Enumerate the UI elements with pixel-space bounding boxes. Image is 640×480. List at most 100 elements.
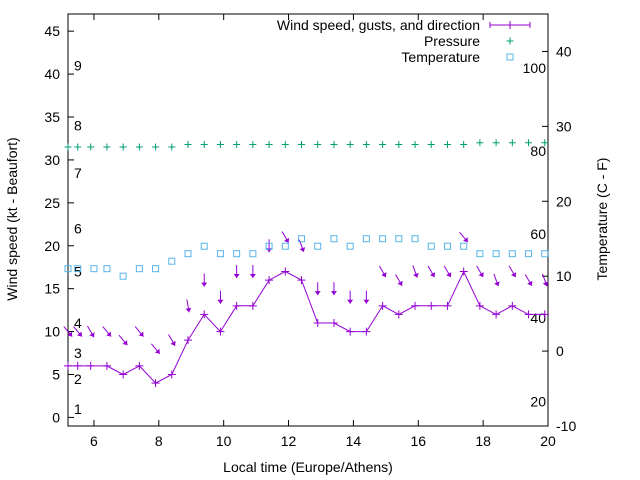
temperature-point bbox=[525, 250, 533, 258]
fahrenheit-label: 80 bbox=[530, 143, 546, 159]
wind-point bbox=[459, 267, 468, 276]
fahrenheit-labels: 20 40 60 80 100 bbox=[523, 60, 547, 409]
pressure-point bbox=[64, 143, 72, 151]
pressure-point bbox=[314, 140, 322, 148]
y2-axis-label: Temperature (C - F) bbox=[594, 158, 610, 281]
temperature-point bbox=[427, 242, 435, 250]
temperature-point bbox=[443, 242, 451, 250]
temperature-point bbox=[233, 250, 241, 258]
wind-point bbox=[281, 267, 290, 276]
gust-arrow bbox=[524, 274, 533, 286]
pressure-point bbox=[87, 143, 95, 151]
beaufort-label: 1 bbox=[74, 401, 82, 417]
legend-marker bbox=[506, 21, 514, 29]
pressure-point bbox=[249, 140, 257, 148]
temperature-point bbox=[508, 250, 516, 258]
temperature-point bbox=[314, 242, 322, 250]
gust-arrow bbox=[281, 231, 290, 244]
pressure-point bbox=[379, 140, 387, 148]
fahrenheit-label: 100 bbox=[523, 60, 547, 76]
y2-tick-label: 20 bbox=[556, 193, 572, 209]
beaufort-label: 4 bbox=[74, 315, 82, 331]
wind-point bbox=[184, 336, 192, 345]
gust-arrow bbox=[233, 265, 240, 278]
wind-point bbox=[524, 310, 533, 319]
wind-point bbox=[297, 276, 306, 285]
wind-point bbox=[362, 327, 371, 336]
temperature-point bbox=[90, 265, 98, 273]
y2-tick-label: 0 bbox=[556, 343, 564, 359]
series-layer bbox=[63, 139, 549, 388]
y-tick-label: 20 bbox=[44, 238, 60, 254]
temperature-point bbox=[298, 235, 306, 243]
wind-point bbox=[151, 379, 160, 388]
beaufort-label: 8 bbox=[74, 118, 82, 134]
pressure-point bbox=[103, 143, 111, 151]
wind-point bbox=[492, 310, 501, 319]
temperature-point bbox=[330, 235, 338, 243]
bottom-axis-ticks: 6 8 10 12 14 16 18 20 bbox=[90, 14, 556, 449]
gust-arrow bbox=[134, 326, 144, 337]
wind-point bbox=[73, 361, 82, 370]
y2-tick-label: 40 bbox=[556, 43, 572, 59]
pressure-point bbox=[541, 139, 549, 147]
x-tick-label: 6 bbox=[90, 433, 98, 449]
wind-point bbox=[540, 310, 549, 319]
y-axis-label: Wind speed (kt - Beaufort) bbox=[4, 137, 20, 300]
temperature-point bbox=[249, 250, 257, 258]
gust-arrow bbox=[378, 265, 387, 278]
beaufort-label: 2 bbox=[74, 371, 82, 387]
pressure-point bbox=[152, 143, 160, 151]
pressure-point bbox=[216, 140, 224, 148]
gust-arrow bbox=[87, 325, 95, 338]
pressure-point bbox=[492, 139, 500, 147]
temperature-point bbox=[541, 250, 549, 258]
legend-marker bbox=[506, 53, 514, 61]
wind-point bbox=[313, 319, 322, 327]
x-tick-label: 18 bbox=[475, 433, 491, 449]
temperature-point bbox=[103, 265, 111, 273]
pressure-point bbox=[460, 140, 468, 148]
pressure-point bbox=[395, 140, 403, 148]
gust-arrow bbox=[493, 273, 500, 287]
beaufort-label: 3 bbox=[74, 345, 82, 361]
temperature-point bbox=[265, 242, 273, 250]
y-tick-label: 15 bbox=[44, 281, 60, 297]
temperature-point bbox=[135, 265, 143, 273]
temperature-point bbox=[168, 257, 176, 265]
pressure-point bbox=[346, 140, 354, 148]
gust-arrow bbox=[508, 265, 517, 278]
pressure-point bbox=[281, 140, 289, 148]
pressure-point bbox=[476, 139, 484, 147]
pressure-point bbox=[508, 139, 516, 147]
wind-point bbox=[167, 370, 176, 379]
wind-point bbox=[329, 319, 338, 327]
legend-marker bbox=[506, 37, 514, 45]
left-axis-ticks: 0 5 10 15 20 25 30 35 40 45 bbox=[44, 23, 74, 425]
wind-point bbox=[411, 301, 420, 310]
temperature-point bbox=[476, 250, 484, 258]
wind-point bbox=[248, 301, 257, 310]
gust-arrow bbox=[395, 274, 403, 286]
wind-point bbox=[200, 310, 209, 319]
pressure-point bbox=[443, 140, 451, 148]
wind-point bbox=[135, 361, 144, 370]
gust-arrow bbox=[542, 273, 549, 287]
pressure-point bbox=[184, 140, 192, 148]
x-tick-label: 10 bbox=[216, 433, 232, 449]
temperature-point bbox=[346, 242, 354, 250]
fahrenheit-label: 20 bbox=[530, 393, 546, 409]
gust-arrow bbox=[443, 265, 452, 278]
wind-point bbox=[427, 301, 436, 310]
y-tick-label: 35 bbox=[44, 109, 60, 125]
wind-point bbox=[64, 361, 72, 370]
temperature-point bbox=[184, 250, 192, 258]
temperature-point bbox=[200, 242, 208, 250]
wind-point bbox=[102, 361, 111, 370]
gust-arrow bbox=[347, 290, 354, 304]
gust-arrow bbox=[185, 299, 192, 313]
pressure-point bbox=[200, 140, 208, 148]
pressure-point bbox=[233, 140, 241, 148]
pressure-point bbox=[135, 143, 143, 151]
